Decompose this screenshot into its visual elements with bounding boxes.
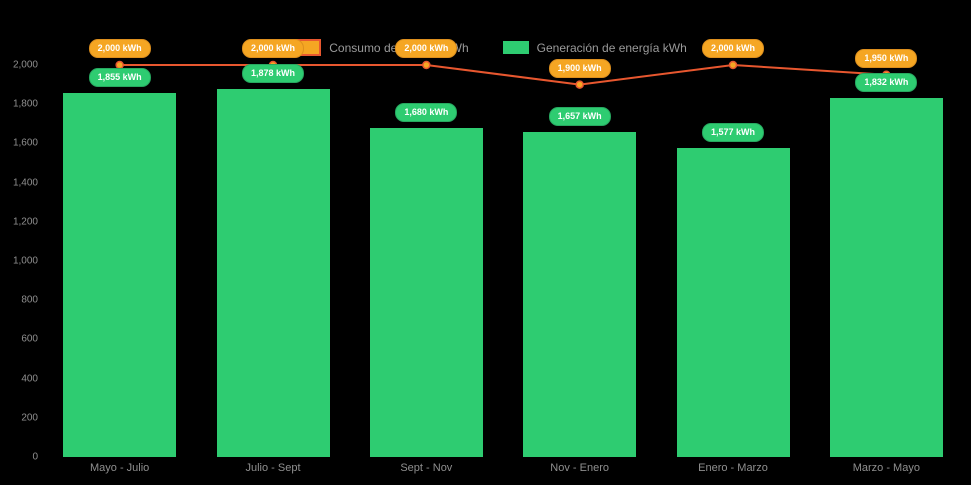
bar-value-label: 1,657 kWh	[548, 107, 611, 127]
bar[interactable]	[676, 147, 790, 457]
y-tick-label: 1,400	[12, 177, 38, 189]
line-value-label: 2,000 kWh	[241, 39, 305, 58]
y-tick-label: 0	[32, 451, 38, 463]
bar[interactable]	[829, 97, 943, 457]
y-tick-label: 400	[21, 373, 38, 385]
bar[interactable]	[63, 93, 177, 457]
y-tick-label: 600	[21, 333, 38, 345]
bar[interactable]	[369, 127, 483, 457]
line-point[interactable]	[728, 60, 738, 70]
line-value-label: 2,000 kWh	[701, 39, 765, 58]
line-point[interactable]	[422, 60, 431, 70]
y-tick-label: 1,800	[12, 98, 38, 110]
x-category-label: Julio - Sept	[245, 462, 301, 474]
x-category-label: Mayo - Julio	[90, 462, 150, 474]
y-tick-label: 1,000	[12, 255, 38, 267]
y-tick-label: 1,200	[12, 216, 38, 228]
line-value-label: 1,900 kWh	[548, 58, 611, 78]
line-value-label: 1,950 kWh	[855, 48, 918, 68]
line-value-label: 2,000 kWh	[88, 39, 151, 58]
bar[interactable]	[216, 88, 330, 457]
x-category-label: Marzo - Mayo	[852, 462, 920, 474]
bar-value-label: 1,878 kWh	[241, 63, 305, 83]
bar-value-label: 1,680 kWh	[395, 102, 458, 122]
generacion-swatch	[502, 41, 529, 54]
legend-item-generacion[interactable]: Generación de energía kWh	[502, 40, 687, 55]
bar-value-label: 1,577 kWh	[701, 122, 765, 142]
bar-value-label: 1,832 kWh	[855, 72, 918, 92]
bar[interactable]	[523, 132, 637, 457]
legend-label-generacion: Generación de energía kWh	[536, 40, 687, 55]
line-path	[119, 63, 887, 86]
line-point[interactable]	[575, 80, 584, 89]
x-category-label: Sept - Nov	[400, 462, 453, 474]
x-category-label: Nov - Enero	[550, 462, 610, 474]
y-tick-label: 1,600	[12, 137, 38, 149]
x-category-label: Enero - Marzo	[698, 462, 768, 474]
bar-value-label: 1,855 kWh	[88, 68, 151, 88]
y-tick-label: 200	[21, 412, 38, 424]
y-tick-label: 800	[21, 294, 38, 306]
line-value-label: 2,000 kWh	[395, 39, 458, 58]
y-tick-label: 2,000	[12, 59, 38, 71]
